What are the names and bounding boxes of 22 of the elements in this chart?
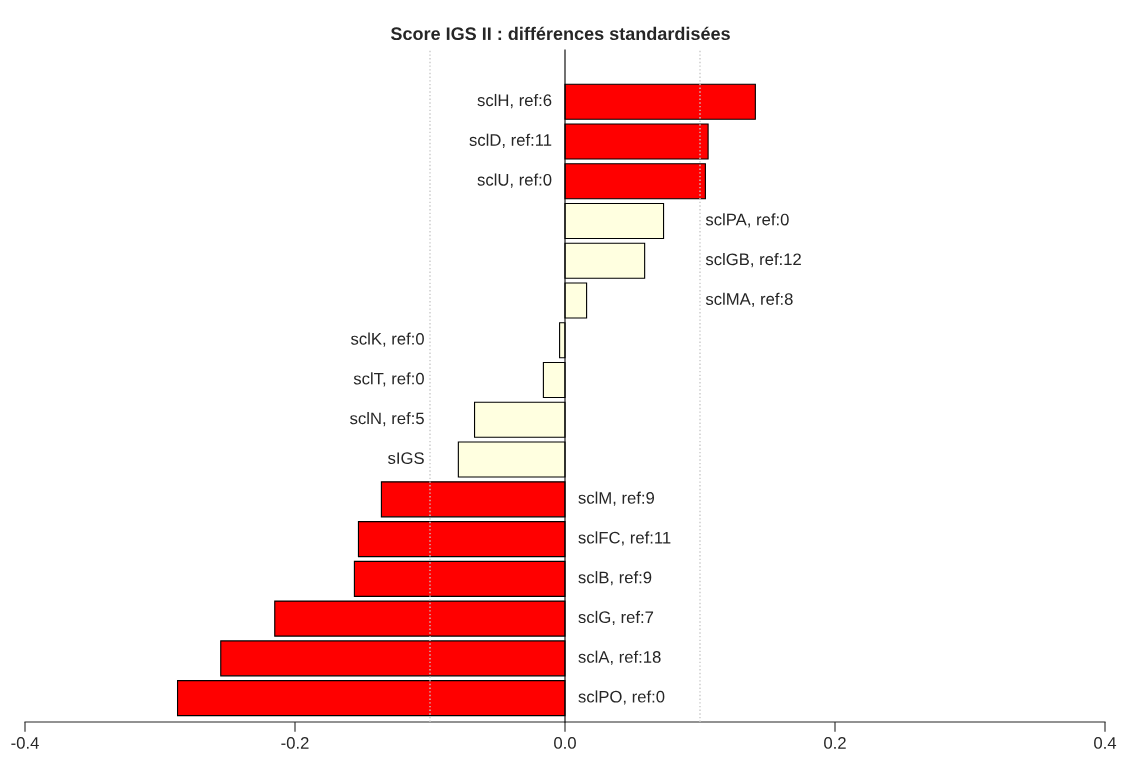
y-tick-label: sclMA, ref:8 — [705, 292, 793, 307]
y-tick-label: sIGS — [388, 452, 424, 465]
y-tick-label: sclK, ref:0 — [350, 332, 424, 347]
y-tick-label: sclPO, ref:0 — [578, 690, 665, 705]
y-tick-label: sclB, ref:9 — [578, 571, 652, 586]
chart-title: Score IGS II : différences standardisées — [390, 26, 730, 41]
y-tick-label: sclG, ref:7 — [578, 610, 654, 626]
x-tick-label: 0.2 — [824, 737, 846, 749]
y-tick-label: sclM, ref:9 — [578, 491, 655, 506]
y-tick-label: sclU, ref:0 — [477, 173, 552, 188]
x-tick-label: 0.4 — [1094, 737, 1117, 749]
x-tick-label: -0.4 — [11, 737, 39, 749]
y-tick-label: sclGB, ref:12 — [705, 252, 801, 268]
y-tick-label: sclD, ref:11 — [469, 133, 552, 148]
x-tick-label: -0.2 — [281, 737, 309, 749]
y-tick-label: sclH, ref:6 — [477, 93, 552, 109]
x-tick-label: 0.0 — [554, 737, 576, 749]
y-tick-label: sclA, ref:18 — [578, 650, 661, 665]
y-tick-label: sclPA, ref:0 — [705, 213, 789, 228]
y-tick-label: sclFC, ref:11 — [578, 531, 671, 546]
y-tick-label: sclN, ref:5 — [350, 412, 424, 427]
y-tick-label: sclT, ref:0 — [353, 372, 424, 387]
